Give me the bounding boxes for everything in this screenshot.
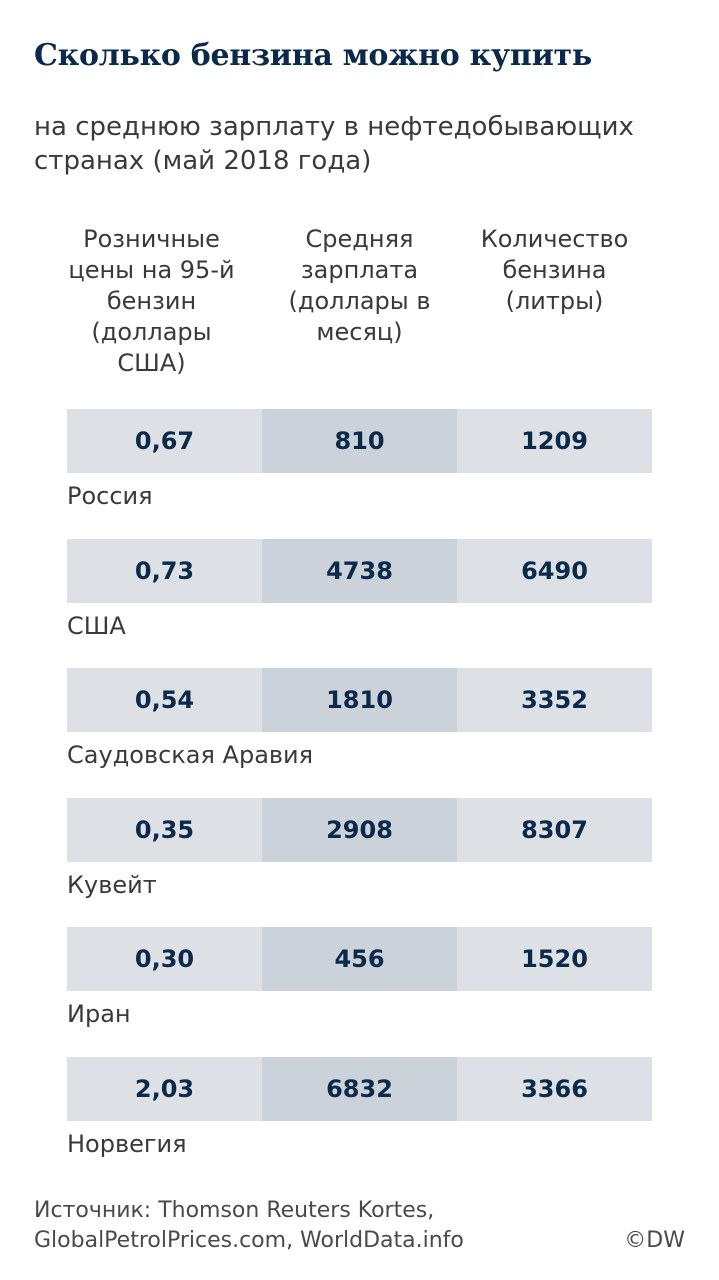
table-row-values: 0,30 456 1520 (67, 927, 652, 991)
source-note: Источник: Thomson Reuters Kortes, Global… (34, 1196, 464, 1256)
column-header-salary: Средняя зарплата (доллары в месяц) (288, 225, 431, 346)
country-label: Норвегия (67, 1130, 187, 1158)
table-row: 2,03 6832 3366 Норвегия (67, 1057, 652, 1167)
cell-liters: 3366 (457, 1057, 652, 1121)
table-row: 0,73 4738 6490 США (67, 539, 652, 649)
country-label: Кувейт (67, 871, 157, 899)
table-row: 0,67 810 1209 Россия (67, 409, 652, 519)
copyright: ©DW (624, 1228, 685, 1253)
source-line-1: Источник: Thomson Reuters Kortes, (34, 1198, 435, 1223)
cell-liters: 3352 (457, 668, 652, 732)
column-header-liters: Количество бензина (литры) (480, 225, 629, 315)
table-row-values: 0,35 2908 8307 (67, 798, 652, 862)
country-label: США (67, 612, 126, 640)
country-label: Иран (67, 1000, 131, 1028)
cell-price: 2,03 (67, 1057, 262, 1121)
chart-title: Сколько бензина можно купить (34, 38, 592, 73)
cell-liters: 1209 (457, 409, 652, 473)
cell-liters: 1520 (457, 927, 652, 991)
country-label: Россия (67, 482, 153, 510)
column-header-price: Розничные цены на 95-й бензин (доллары С… (68, 225, 235, 377)
country-label: Саудовская Аравия (67, 741, 314, 769)
cell-salary: 6832 (262, 1057, 457, 1121)
cell-salary: 4738 (262, 539, 457, 603)
cell-salary: 2908 (262, 798, 457, 862)
table-row-values: 0,54 1810 3352 (67, 668, 652, 732)
table-row-values: 2,03 6832 3366 (67, 1057, 652, 1121)
table-row: 0,35 2908 8307 Кувейт (67, 798, 652, 908)
table-row: 0,30 456 1520 Иран (67, 927, 652, 1037)
table-row-values: 0,67 810 1209 (67, 409, 652, 473)
table-row-values: 0,73 4738 6490 (67, 539, 652, 603)
source-line-2: GlobalPetrolPrices.com, WorldData.info (34, 1228, 464, 1253)
chart-subtitle: на среднюю зарплату в нефтедобывающих ст… (34, 112, 634, 176)
cell-price: 0,67 (67, 409, 262, 473)
cell-salary: 456 (262, 927, 457, 991)
cell-price: 0,73 (67, 539, 262, 603)
cell-liters: 6490 (457, 539, 652, 603)
cell-price: 0,30 (67, 927, 262, 991)
cell-price: 0,54 (67, 668, 262, 732)
table-row: 0,54 1810 3352 Саудовская Аравия (67, 668, 652, 778)
cell-price: 0,35 (67, 798, 262, 862)
cell-salary: 1810 (262, 668, 457, 732)
cell-liters: 8307 (457, 798, 652, 862)
cell-salary: 810 (262, 409, 457, 473)
